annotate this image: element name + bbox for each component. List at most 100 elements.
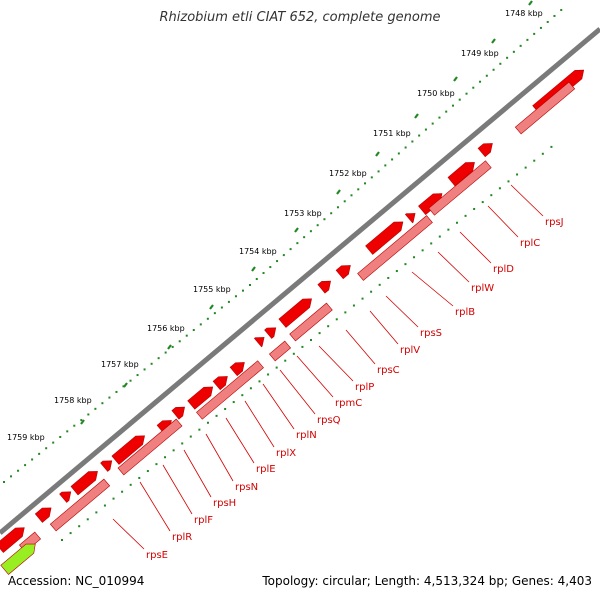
scale-dot	[24, 464, 27, 467]
scale-dot	[512, 50, 515, 53]
track-dot	[404, 263, 407, 266]
scale-dot	[101, 402, 104, 405]
gene-leader-line	[510, 184, 544, 217]
scale-dot	[397, 152, 400, 155]
gene-leader-line	[411, 271, 454, 307]
track-dot	[498, 187, 501, 190]
scale-dot	[533, 32, 536, 35]
accession-text: Accession: NC_010994	[8, 574, 145, 588]
scale-dot	[350, 194, 353, 197]
scale-tick	[209, 304, 214, 310]
scale-tick	[167, 344, 172, 350]
genome-backbone	[0, 27, 600, 535]
scale-dot	[519, 44, 522, 47]
scale-tick	[375, 151, 380, 157]
scale-dot	[309, 230, 312, 233]
track-dot	[541, 152, 544, 155]
scale-dot	[199, 323, 202, 326]
track-dot	[172, 449, 175, 452]
gene-label: rplB	[455, 307, 475, 318]
gene-arrow-reverse	[196, 360, 264, 420]
track-dot	[318, 332, 321, 335]
scale-dot	[451, 104, 454, 107]
track-dot	[327, 325, 330, 328]
scale-dot	[336, 206, 339, 209]
gene-arrow-forward	[171, 406, 185, 420]
scale-dot	[164, 351, 167, 354]
gene-arrow-forward	[100, 460, 113, 472]
scale-dot	[479, 80, 482, 83]
gene-leader-line	[112, 518, 145, 550]
track-dot	[181, 442, 184, 445]
track-dot	[310, 339, 312, 341]
track-dot	[198, 428, 201, 431]
gene-label: rplD	[493, 264, 514, 275]
gene-features	[0, 69, 585, 575]
track-dot	[249, 387, 252, 390]
gene-label: rplF	[194, 515, 213, 526]
scale-tick	[453, 76, 458, 82]
gene-arrow-forward	[212, 376, 228, 391]
gene-arrow-reverse	[357, 215, 433, 281]
other-gene-arrow	[0, 543, 36, 575]
gene-arrow-reverse	[117, 418, 183, 476]
scale-dot	[438, 116, 441, 119]
scale-tick	[491, 38, 496, 44]
scale-dot	[220, 306, 223, 309]
track-dot	[438, 235, 441, 238]
scale-dot	[458, 98, 461, 101]
gene-arrow-reverse	[268, 340, 292, 362]
gene-leader-line	[139, 481, 171, 532]
track-dot	[155, 463, 158, 466]
gene-label: rpsC	[377, 365, 400, 376]
scale-dot	[492, 68, 495, 71]
track-dot	[189, 435, 192, 438]
gene-label: rplC	[520, 238, 540, 249]
gene-leader-line	[459, 231, 492, 264]
gene-label: rpsJ	[545, 217, 564, 228]
scale-dot	[115, 390, 118, 393]
track-dot	[464, 214, 467, 217]
scale-dot	[150, 362, 153, 365]
scale-dot	[330, 212, 333, 215]
scale-label: 1751 kbp	[373, 129, 411, 138]
gene-arrow-reverse	[428, 160, 492, 216]
scale-dot	[206, 317, 209, 320]
gene-arrow-forward	[0, 527, 25, 553]
gene-leader-line	[345, 329, 376, 365]
scale-tick	[336, 189, 341, 195]
scale-ticks: 1748 kbp 1749 kbp 1750 kbp 1751 kbp 1752 kbp…	[7, 0, 543, 442]
scale-label: 1752 kbp	[329, 169, 367, 178]
gene-leader-line	[279, 369, 316, 415]
scale-dot	[213, 312, 216, 315]
scale-dot	[45, 447, 48, 450]
gene-leader-line	[487, 205, 519, 238]
scale-dot	[269, 266, 272, 269]
scale-dot	[178, 340, 181, 343]
scale-dot	[546, 20, 549, 23]
track-dot	[129, 483, 132, 486]
scale-tick	[123, 382, 128, 388]
scale-dot	[52, 441, 55, 444]
scale-dot	[431, 122, 434, 125]
track-dot	[103, 504, 106, 507]
gene-leader-line	[225, 417, 255, 464]
track-dot	[61, 539, 63, 541]
scale-label: 1748 kbp	[505, 9, 543, 18]
scale-dot	[303, 236, 306, 239]
scale-label: 1756 kbp	[147, 324, 185, 333]
gene-label: rplE	[256, 464, 276, 475]
track-dot	[95, 511, 98, 514]
scale-dot	[282, 254, 285, 257]
track-dot	[395, 270, 398, 273]
track-dot	[370, 290, 373, 293]
scale-tick	[80, 419, 85, 425]
scale-label: 1753 kbp	[284, 209, 322, 218]
scale-dot	[143, 368, 146, 371]
gene-leader-line	[437, 251, 470, 283]
gene-label: rplW	[471, 283, 494, 294]
gene-arrow-forward	[404, 213, 416, 224]
track-dot	[138, 476, 141, 479]
track-dot	[121, 490, 124, 493]
scale-dot	[17, 469, 20, 472]
